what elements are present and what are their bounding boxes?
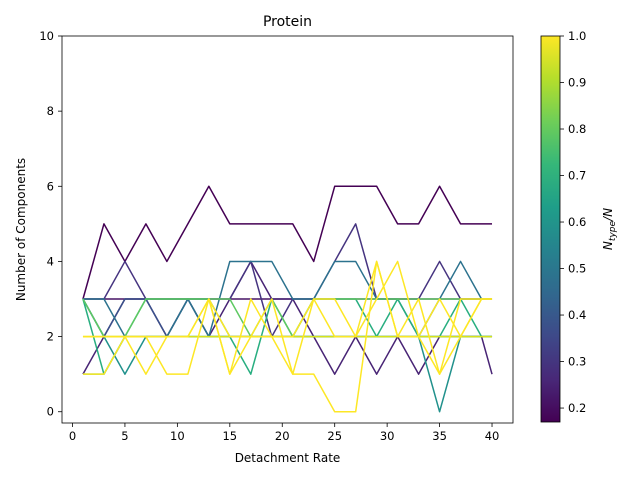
plot-frame xyxy=(61,35,514,424)
colorbar-tick-label: 0.7 xyxy=(568,169,586,183)
y-tick-label: 0 xyxy=(47,405,54,419)
y-tick-label: 2 xyxy=(47,330,54,344)
x-tick-label: 10 xyxy=(170,429,185,443)
colorbar-tick-label: 0.2 xyxy=(568,401,586,415)
y-tick-label: 4 xyxy=(47,254,54,268)
series-line-1 xyxy=(82,185,493,300)
colorbar-tick-label: 0.8 xyxy=(568,122,586,136)
colorbar-label-suffix: /N xyxy=(601,208,615,222)
colorbar-label-sub: type xyxy=(608,221,618,242)
x-tick-label: 20 xyxy=(275,429,290,443)
series-line-5 xyxy=(82,298,493,338)
colorbar-tick-label: 0.4 xyxy=(568,308,586,322)
x-axis: 0 5 10 15 20 25 30 35 40 xyxy=(69,423,500,443)
x-tick-label: 15 xyxy=(222,429,237,443)
x-tick-label: 5 xyxy=(121,429,128,443)
x-tick-label: 40 xyxy=(485,429,500,443)
series-line-14 xyxy=(82,260,493,338)
x-tick-label: 35 xyxy=(432,429,447,443)
series-line-10 xyxy=(82,298,493,338)
colorbar-tick-label: 0.9 xyxy=(568,76,586,90)
chart-title: Protein xyxy=(263,14,312,30)
colorbar-tick-label: 0.6 xyxy=(568,215,586,229)
x-axis-label: Detachment Rate xyxy=(235,451,341,465)
y-tick-label: 10 xyxy=(39,29,54,43)
colorbar-label: Ntype/N xyxy=(601,208,618,250)
colorbar-ticks: 0.2 0.3 0.4 0.5 0.6 0.7 0.8 0.9 1.0 xyxy=(560,29,586,415)
y-tick-label: 8 xyxy=(47,104,54,118)
series-line-13 xyxy=(82,260,493,413)
y-tick-label: 6 xyxy=(47,179,54,193)
x-tick-label: 25 xyxy=(327,429,342,443)
colorbar-gradient xyxy=(540,35,561,423)
colorbar-tick-label: 0.3 xyxy=(568,355,586,369)
x-tick-label: 0 xyxy=(69,429,76,443)
colorbar: 0.2 0.3 0.4 0.5 0.6 0.7 0.8 0.9 1.0 Ntype/N xyxy=(540,29,618,423)
colorbar-tick-label: 0.5 xyxy=(568,262,586,276)
x-tick-label: 30 xyxy=(380,429,395,443)
series-line-4 xyxy=(82,223,493,338)
series-layer xyxy=(82,185,493,413)
y-axis-label: Number of Components xyxy=(14,158,28,301)
colorbar-tick-label: 1.0 xyxy=(568,29,586,43)
y-axis: 0 2 4 6 8 10 xyxy=(39,29,62,419)
colorbar-label-main: N xyxy=(601,241,615,250)
